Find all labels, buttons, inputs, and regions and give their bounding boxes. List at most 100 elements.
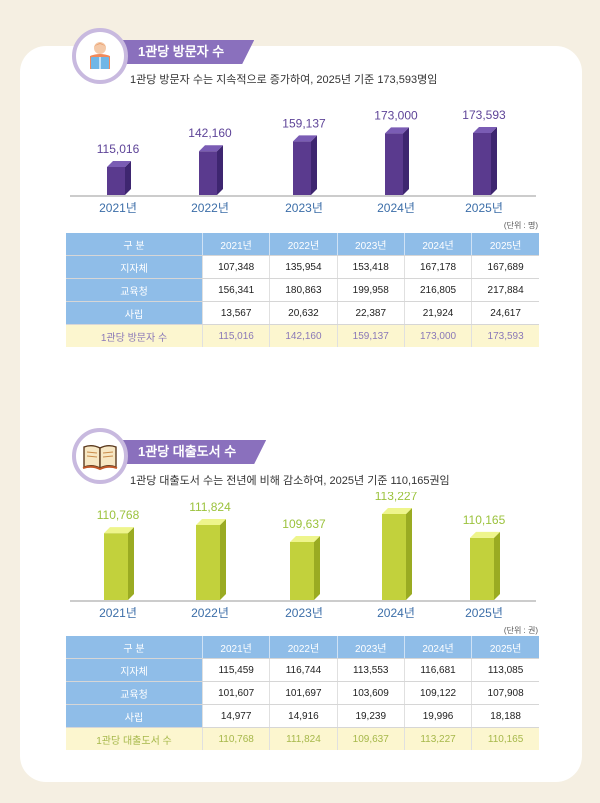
table-cell: 19,996: [403, 704, 472, 728]
total-cell: 110,165: [471, 727, 539, 750]
bar-side: [311, 135, 317, 195]
row-label: 사립: [66, 704, 203, 728]
table-cell: 116,744: [269, 658, 338, 682]
category-label: 2022년: [191, 606, 229, 620]
bar-side: [217, 145, 223, 195]
table-cell: 19,239: [336, 704, 405, 728]
table-cell: 101,697: [269, 681, 338, 705]
category-label: 2021년: [99, 606, 137, 620]
section-title: 1관당 방문자 수: [112, 40, 254, 64]
row-label: 교육청: [66, 278, 203, 302]
bar-side: [491, 127, 497, 195]
data-label: 159,137: [282, 116, 326, 130]
table-row: 지자체 107,348 135,954 153,418 167,178 167,…: [66, 255, 539, 279]
bar-front: [196, 524, 220, 600]
table-row: 사립 14,977 14,916 19,239 19,996 18,188: [66, 704, 539, 728]
total-cell: 110,768: [201, 727, 270, 750]
open-book-icon: [72, 428, 128, 484]
reader-person-icon: [72, 28, 128, 84]
total-cell: 109,637: [336, 727, 405, 750]
table-cell: 167,178: [403, 255, 472, 279]
loans-table: 구 분 2021년 2022년 2023년 2024년 2025년 지자체 11…: [66, 636, 539, 750]
table-row: 지자체 115,459 116,744 113,553 116,681 113,…: [66, 658, 539, 682]
total-cell: 115,016: [201, 324, 270, 347]
bar-front: [382, 514, 406, 600]
total-cell: 111,824: [269, 727, 338, 750]
table-cell: 156,341: [201, 278, 270, 302]
section-summary: 1관당 대출도서 수는 전년에 비해 감소하여, 2025년 기준 110,16…: [130, 475, 450, 487]
bar-top: [290, 536, 320, 542]
table-cell: 116,681: [403, 658, 472, 682]
category-label: 2024년: [377, 606, 415, 620]
total-cell: 173,000: [403, 324, 472, 347]
section-title: 1관당 대출도서 수: [112, 440, 266, 464]
bar-top: [293, 135, 317, 142]
table-cell: 113,553: [336, 658, 405, 682]
table-cell: 217,884: [471, 278, 539, 302]
row-label: 교육청: [66, 681, 203, 705]
table-cell: 14,916: [269, 704, 338, 728]
data-label: 110,768: [97, 508, 140, 522]
bar-front: [293, 141, 311, 195]
bar-side: [125, 161, 131, 195]
category-label: 2025년: [465, 201, 503, 215]
bar-front: [473, 133, 491, 195]
bar-side: [128, 527, 134, 600]
category-label: 2022년: [191, 201, 229, 215]
bar-top: [199, 145, 223, 152]
table-cell: 22,387: [336, 301, 405, 325]
header-cell: 2025년: [471, 233, 539, 256]
header-cell: 2025년: [471, 636, 539, 659]
bar-front: [470, 537, 494, 600]
table-cell: 107,348: [201, 255, 270, 279]
header-cell: 2021년: [201, 636, 270, 659]
table-cell: 167,689: [471, 255, 539, 279]
table-cell: 199,958: [336, 278, 405, 302]
data-label: 173,593: [462, 108, 506, 122]
total-cell: 159,137: [336, 324, 405, 347]
row-label: 지자체: [66, 255, 203, 279]
unit-label: (단위 : 명): [503, 221, 538, 230]
data-label: 173,000: [374, 108, 418, 122]
table-cell: 135,954: [269, 255, 338, 279]
table-cell: 21,924: [403, 301, 472, 325]
table-row: 교육청 156,341 180,863 199,958 216,805 217,…: [66, 278, 539, 302]
table-row: 교육청 101,607 101,697 103,609 109,122 107,…: [66, 681, 539, 705]
table-header-row: 구 분 2021년 2022년 2023년 2024년 2025년: [66, 636, 539, 659]
header-cell: 2021년: [201, 233, 270, 256]
visitors-table: 구 분 2021년 2022년 2023년 2024년 2025년 지자체 10…: [66, 233, 539, 347]
bar-front: [107, 167, 125, 195]
header-cell: 2023년: [336, 233, 405, 256]
table-cell: 115,459: [201, 658, 270, 682]
header-cell: 2022년: [269, 636, 338, 659]
category-label: 2021년: [99, 201, 137, 215]
category-label: 2023년: [285, 606, 323, 620]
total-row-label: 1관당 방문자 수: [66, 324, 203, 347]
bar-side: [406, 508, 412, 600]
category-label: 2024년: [377, 201, 415, 215]
table-cell: 153,418: [336, 255, 405, 279]
bar-front: [385, 133, 403, 195]
category-label: 2023년: [285, 201, 323, 215]
bar: [107, 161, 131, 195]
bar: [104, 527, 134, 600]
bar: [196, 518, 226, 600]
bar: [199, 145, 223, 195]
table-cell: 109,122: [403, 681, 472, 705]
table-cell: 103,609: [336, 681, 405, 705]
row-label: 사립: [66, 301, 203, 325]
unit-label: (단위 : 권): [503, 626, 538, 635]
total-row: 1관당 방문자 수 115,016 142,160 159,137 173,00…: [66, 324, 539, 347]
data-label: 113,227: [375, 492, 418, 503]
category-label: 2025년: [465, 606, 503, 620]
header-cell: 2022년: [269, 233, 338, 256]
table-cell: 18,188: [471, 704, 539, 728]
total-cell: 173,593: [471, 324, 539, 347]
table-cell: 113,085: [471, 658, 539, 682]
bar-top: [104, 527, 134, 534]
total-cell: 113,227: [403, 727, 472, 750]
header-cell: 구 분: [66, 233, 203, 256]
table-cell: 216,805: [403, 278, 472, 302]
data-label: 109,637: [282, 517, 326, 531]
table-cell: 107,908: [471, 681, 539, 705]
